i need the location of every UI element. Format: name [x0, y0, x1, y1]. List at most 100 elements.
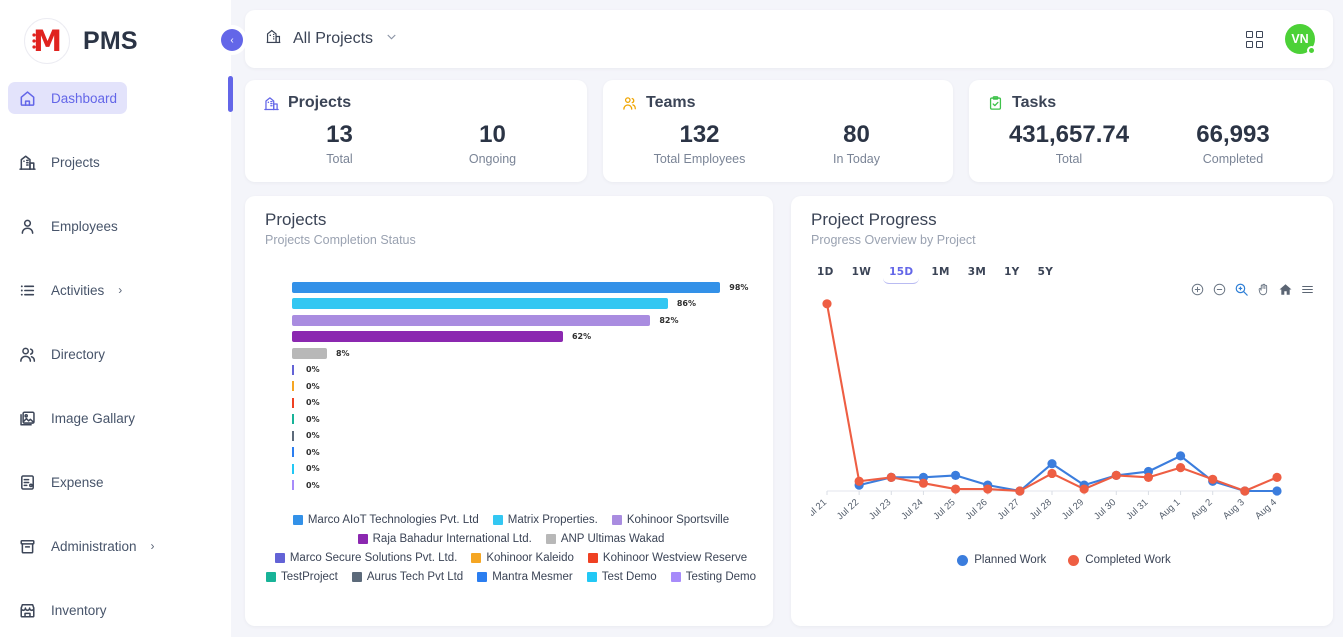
- stat-metric: 431,657.74 Total: [987, 120, 1151, 166]
- selection-zoom-icon[interactable]: [1234, 282, 1249, 297]
- sidebar-collapse-button[interactable]: ‹: [221, 29, 243, 51]
- legend-item[interactable]: Completed Work: [1068, 554, 1171, 566]
- legend-item[interactable]: Testing Demo: [670, 571, 756, 583]
- bar[interactable]: [292, 314, 651, 326]
- bar-row: 0%: [292, 411, 757, 428]
- sidebar-item-dashboard[interactable]: Dashboard: [8, 82, 128, 114]
- legend-item[interactable]: Planned Work: [957, 554, 1046, 566]
- bar[interactable]: [292, 331, 563, 343]
- reset-home-icon[interactable]: [1278, 282, 1293, 297]
- sidebar-item-label: Employees: [51, 218, 118, 234]
- sidebar-item-administration[interactable]: Administration ›: [8, 530, 171, 562]
- legend-label: Completed Work: [1085, 554, 1171, 566]
- legend-label: Kohinoor Westview Reserve: [602, 551, 748, 564]
- legend-item[interactable]: Kohinoor Sportsville: [611, 514, 729, 526]
- legend-item[interactable]: Marco Secure Solutions Pvt. Ltd.: [274, 552, 457, 564]
- legend-swatch: [471, 552, 482, 563]
- legend-item[interactable]: Aurus Tech Pvt Ltd: [351, 571, 463, 583]
- bar[interactable]: [292, 447, 294, 458]
- project-filter-dropdown[interactable]: All Projects: [265, 28, 399, 50]
- zoom-in-icon[interactable]: [1190, 282, 1205, 297]
- range-button-5y[interactable]: 5Y: [1037, 266, 1054, 278]
- projects-panel-title: Projects: [265, 210, 327, 229]
- legend-item[interactable]: TestProject: [266, 571, 338, 583]
- legend-item[interactable]: Test Demo: [586, 571, 657, 583]
- range-button-1m[interactable]: 1M: [931, 266, 950, 278]
- bar[interactable]: [292, 414, 294, 425]
- x-axis-tick: Jul 29: [1060, 497, 1086, 522]
- grid-apps-icon[interactable]: [1246, 30, 1263, 48]
- project-filter-label: All Projects: [293, 30, 374, 47]
- legend-swatch: [351, 571, 362, 582]
- pan-icon[interactable]: [1256, 282, 1271, 297]
- sidebar-item-inventory[interactable]: Inventory: [8, 594, 117, 626]
- range-button-1d[interactable]: 1D: [817, 266, 834, 278]
- panels-row: Projects Projects Completion Status 98% 8…: [245, 196, 1333, 626]
- bar-value-label: 0%: [306, 365, 320, 375]
- stat-header: Teams: [621, 94, 935, 112]
- sidebar: M PMS Dashboard Projects Employees Activiti…: [0, 0, 233, 637]
- legend-item[interactable]: Marco AIoT Technologies Pvt. Ltd: [292, 514, 479, 526]
- avatar[interactable]: VN: [1285, 24, 1316, 55]
- range-button-1w[interactable]: 1W: [851, 266, 872, 278]
- menu-icon[interactable]: [1300, 282, 1315, 297]
- data-point: [1208, 474, 1218, 484]
- bar[interactable]: [292, 347, 327, 359]
- sidebar-item-image-gallary[interactable]: Image Gallary: [8, 402, 145, 434]
- sidebar-item-label: Directory: [51, 346, 106, 362]
- sidebar-item-projects[interactable]: Projects: [8, 146, 110, 178]
- legend-item[interactable]: Matrix Properties.: [492, 513, 598, 526]
- data-point: [950, 470, 961, 480]
- list-icon: [18, 281, 37, 300]
- legend-item[interactable]: Raja Bahadur International Ltd.: [357, 533, 532, 545]
- legend-swatch: [492, 514, 503, 525]
- sidebar-item-expense[interactable]: Expense: [8, 466, 114, 498]
- bar-value-label: 62%: [571, 332, 592, 342]
- stat-title: Tasks: [1012, 94, 1057, 111]
- bar[interactable]: [292, 397, 294, 408]
- data-point: [1047, 468, 1057, 479]
- legend-item[interactable]: Kohinoor Kaleido: [471, 552, 574, 564]
- legend-row: Marco Secure Solutions Pvt. Ltd. Kohinoor…: [271, 552, 751, 564]
- data-point: [822, 299, 832, 309]
- main-content: All Projects VN Projects 13 Total 10 Ongoing…: [231, 0, 1343, 637]
- legend-item[interactable]: Mantra Mesmer: [477, 571, 573, 583]
- progress-panel: Project Progress Progress Overview by Pr…: [791, 196, 1333, 626]
- x-axis-tick: Jul 31: [1124, 497, 1150, 522]
- range-button-15d[interactable]: 15D: [883, 263, 920, 284]
- range-button-1y[interactable]: 1Y: [1004, 266, 1020, 278]
- data-point: [1272, 472, 1282, 482]
- legend-item[interactable]: ANP Ultimas Wakad: [545, 533, 664, 545]
- stat-body: 132 Total Employees 80 In Today: [621, 120, 935, 166]
- bar[interactable]: [292, 480, 294, 491]
- sidebar-item-label: Projects: [51, 154, 100, 170]
- bar[interactable]: [292, 381, 294, 392]
- bar[interactable]: [292, 281, 721, 293]
- x-axis-tick: Jul 24: [899, 497, 925, 522]
- legend-swatch: [545, 533, 556, 544]
- bar[interactable]: [292, 463, 294, 474]
- legend-item[interactable]: Kohinoor Westview Reserve: [587, 551, 748, 564]
- data-point: [1272, 486, 1282, 496]
- data-point: [918, 478, 929, 488]
- sidebar-item-employees[interactable]: Employees: [8, 210, 128, 242]
- data-point: [1240, 486, 1250, 496]
- stat-label: Total: [326, 152, 353, 166]
- legend-label: Matrix Properties.: [507, 513, 598, 526]
- bar-row: 62%: [292, 329, 757, 346]
- sidebar-item-directory[interactable]: Directory: [8, 338, 115, 370]
- nav-gap: [8, 114, 223, 146]
- x-axis-tick: Jul 21: [811, 497, 829, 522]
- range-button-3m[interactable]: 3M: [967, 266, 987, 278]
- team-icon: [621, 95, 638, 112]
- line-chart-svg: Jul 21 Jul 22 Jul 23 Jul 24 Jul 25 Jul 26 Jul …: [803, 299, 1282, 522]
- bar[interactable]: [292, 298, 668, 310]
- stat-title: Teams: [646, 94, 696, 111]
- bar[interactable]: [292, 364, 294, 375]
- zoom-out-icon[interactable]: [1212, 282, 1227, 297]
- stat-value: 431,657.74: [1008, 121, 1130, 148]
- bar[interactable]: [292, 430, 294, 441]
- data-point: [1079, 484, 1089, 494]
- sidebar-item-activities[interactable]: Activities ›: [8, 274, 138, 306]
- bar-value-label: 82%: [659, 315, 679, 325]
